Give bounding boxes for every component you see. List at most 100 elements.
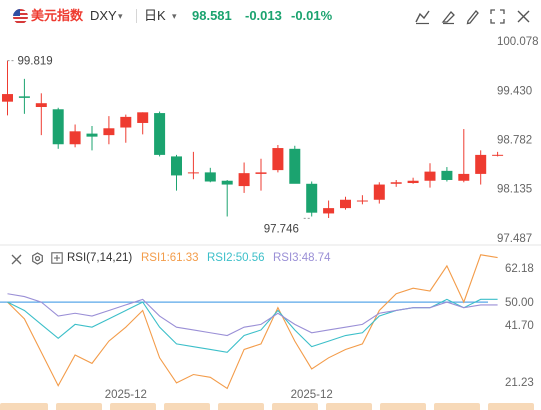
candle (323, 200, 335, 219)
candlestick-chart[interactable]: 99.819 97.746 (2, 56, 504, 236)
candle-body (289, 148, 301, 184)
candle-body (373, 184, 385, 200)
candle (2, 60, 13, 116)
rsi-tick-label: 62.18 (505, 263, 534, 275)
bottom-tab[interactable] (0, 403, 48, 410)
candle-body (69, 131, 81, 145)
bottom-tab[interactable] (218, 403, 264, 410)
candle-body (35, 103, 47, 107)
candle-body (255, 172, 267, 174)
bottom-tab[interactable] (434, 403, 480, 410)
candle (373, 182, 385, 204)
candle (390, 179, 402, 187)
candle-body (238, 173, 250, 187)
chart-canvas[interactable]: 99.819 97.746 100.078 99.430 98.782 98.135 97… (0, 32, 541, 403)
candle-body (103, 128, 115, 136)
candle-body (272, 148, 284, 171)
candle-body (390, 182, 402, 184)
y-tick-label: 99.430 (497, 85, 532, 97)
candle (306, 181, 318, 217)
symbol-dropdown-icon[interactable]: ▾ (118, 11, 123, 21)
candle (424, 163, 436, 188)
bottom-tab[interactable] (380, 403, 426, 410)
us-flag-icon (13, 9, 28, 24)
bottom-tab[interactable] (488, 403, 534, 410)
header-divider (136, 9, 137, 23)
pen-icon[interactable] (464, 8, 481, 25)
candle (18, 78, 30, 114)
candle-body (52, 109, 64, 145)
candle (35, 93, 47, 136)
price-change: -0.013 (245, 8, 282, 23)
low-annotation: 97.746 (264, 223, 299, 235)
close-icon[interactable] (515, 8, 532, 25)
candle (221, 179, 233, 217)
candle-body (356, 200, 368, 202)
y-axis: 100.078 99.430 98.782 98.135 97.487 62.18 50.0… (497, 36, 539, 389)
y-tick-label: 97.487 (497, 233, 532, 245)
instrument-name: 美元指数 (31, 8, 84, 23)
bottom-tab[interactable] (326, 403, 372, 410)
candle (204, 167, 216, 183)
remove-indicator-icon[interactable] (11, 253, 22, 265)
bottom-tab[interactable] (272, 403, 318, 410)
high-annotation: 99.819 (18, 56, 53, 68)
candle (255, 158, 267, 191)
candle (407, 177, 419, 184)
x-tick-label: 2025-12 (291, 389, 333, 401)
candle (475, 150, 487, 185)
bottom-tab[interactable] (164, 403, 210, 410)
candle (69, 124, 81, 148)
bottom-tab[interactable] (110, 403, 156, 410)
y-tick-label: 98.782 (497, 135, 532, 147)
period-selector[interactable]: 日K (144, 8, 166, 23)
rsi3-value: RSI3:48.74 (273, 252, 331, 264)
candle-body (323, 208, 335, 214)
candle-body (424, 171, 436, 181)
candle (458, 129, 470, 183)
candle-body (154, 113, 166, 155)
candle-body (221, 180, 233, 185)
rsi-tick-label: 50.00 (505, 297, 534, 309)
candle-body (204, 172, 216, 182)
candle-body (306, 183, 318, 213)
candle (289, 145, 301, 184)
candle-body (18, 96, 30, 98)
candle-body (475, 154, 487, 174)
rsi2-value: RSI2:50.56 (207, 252, 265, 264)
candle-body (340, 199, 351, 209)
candle (103, 116, 115, 145)
candle-body (137, 112, 149, 123)
candle-body (2, 94, 13, 102)
candle (187, 151, 199, 180)
candle-body (458, 173, 470, 181)
delete-drawing-icon[interactable] (440, 8, 457, 25)
y-tick-label: 100.078 (497, 36, 539, 48)
candle-body (492, 154, 504, 156)
y-tick-label: 98.135 (497, 184, 532, 196)
draw-line-icon[interactable] (414, 8, 431, 25)
candle (238, 162, 250, 193)
indicator-toggle-icon[interactable] (51, 252, 63, 264)
indicator-settings-icon[interactable] (31, 252, 44, 265)
candle (86, 126, 98, 151)
rsi-chart[interactable] (0, 254, 498, 390)
candle (492, 151, 504, 157)
candle (340, 196, 351, 210)
candle-body (441, 170, 453, 180)
candle (52, 107, 64, 149)
fullscreen-icon[interactable] (489, 8, 506, 25)
candle-body (187, 172, 199, 174)
rsi-tick-label: 21.23 (505, 377, 534, 389)
chart-header: 美元指数 DXY ▾ 日K ▾ 98.581 -0.013 -0.01% (0, 0, 541, 32)
candle-body (171, 156, 182, 176)
rsi-legend: RSI(7,14,21) RSI1:61.33 RSI2:50.56 RSI3:… (0, 249, 400, 267)
x-axis: 2025-12 2025-12 (105, 389, 333, 401)
candle (154, 111, 166, 157)
rsi-indicator-name: RSI(7,14,21) (67, 252, 133, 264)
price-change-percent: -0.01% (291, 8, 333, 23)
bottom-tab[interactable] (56, 403, 102, 410)
period-dropdown-icon[interactable]: ▾ (172, 11, 177, 21)
x-tick-label: 2025-12 (105, 389, 147, 401)
symbol-selector[interactable]: DXY (90, 8, 117, 23)
